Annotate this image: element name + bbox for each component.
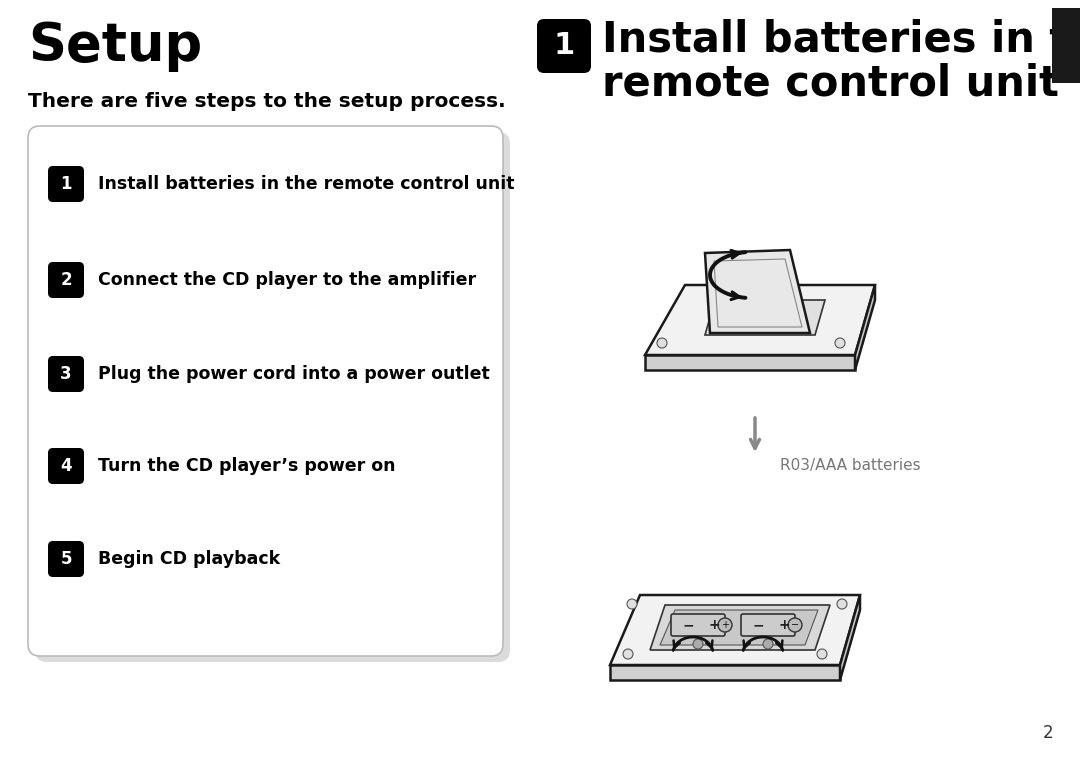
Circle shape (762, 639, 773, 649)
Text: Install batteries in the remote control unit: Install batteries in the remote control … (98, 175, 514, 193)
Text: 4: 4 (60, 457, 71, 475)
Polygon shape (855, 285, 875, 370)
Circle shape (627, 599, 637, 609)
Polygon shape (645, 355, 855, 370)
Circle shape (788, 618, 802, 632)
Text: remote control unit: remote control unit (602, 62, 1059, 104)
Polygon shape (705, 300, 825, 335)
Text: R03/AAA batteries: R03/AAA batteries (780, 458, 920, 473)
Polygon shape (705, 250, 810, 333)
Circle shape (718, 618, 732, 632)
Text: +: + (779, 618, 789, 632)
Text: 2: 2 (1042, 724, 1053, 742)
Circle shape (777, 313, 784, 321)
Text: −: − (791, 620, 799, 630)
Text: There are five steps to the setup process.: There are five steps to the setup proces… (28, 92, 505, 111)
Polygon shape (660, 610, 818, 645)
Circle shape (835, 338, 845, 348)
Circle shape (735, 313, 744, 321)
Polygon shape (610, 665, 840, 680)
Text: Setup: Setup (28, 20, 202, 72)
FancyBboxPatch shape (48, 262, 84, 298)
Circle shape (816, 649, 827, 659)
Polygon shape (840, 595, 860, 680)
Circle shape (731, 308, 750, 326)
Text: −: − (683, 618, 693, 632)
Text: Install batteries in the: Install batteries in the (602, 18, 1080, 60)
FancyBboxPatch shape (48, 166, 84, 202)
FancyBboxPatch shape (48, 356, 84, 392)
Text: 2: 2 (60, 271, 71, 289)
FancyBboxPatch shape (791, 621, 797, 629)
Circle shape (657, 338, 667, 348)
FancyBboxPatch shape (48, 448, 84, 484)
Polygon shape (610, 595, 860, 665)
FancyBboxPatch shape (537, 19, 591, 73)
FancyBboxPatch shape (35, 132, 510, 662)
Text: Begin CD playback: Begin CD playback (98, 550, 280, 568)
Text: Connect the CD player to the amplifier: Connect the CD player to the amplifier (98, 271, 476, 289)
Polygon shape (650, 605, 831, 650)
FancyBboxPatch shape (28, 126, 503, 656)
Circle shape (771, 308, 789, 326)
Circle shape (623, 649, 633, 659)
Text: Turn the CD player’s power on: Turn the CD player’s power on (98, 457, 395, 475)
FancyBboxPatch shape (671, 614, 725, 636)
Text: 3: 3 (60, 365, 71, 383)
Circle shape (693, 639, 703, 649)
Circle shape (837, 599, 847, 609)
Text: +: + (721, 620, 729, 630)
FancyBboxPatch shape (48, 541, 84, 577)
FancyBboxPatch shape (741, 614, 795, 636)
Text: −: − (752, 618, 764, 632)
FancyBboxPatch shape (1052, 8, 1080, 83)
Polygon shape (645, 285, 875, 355)
FancyBboxPatch shape (721, 621, 727, 629)
Text: 1: 1 (60, 175, 71, 193)
Text: +: + (708, 618, 719, 632)
Text: Plug the power cord into a power outlet: Plug the power cord into a power outlet (98, 365, 489, 383)
Text: 1: 1 (553, 31, 575, 61)
Text: 5: 5 (60, 550, 71, 568)
